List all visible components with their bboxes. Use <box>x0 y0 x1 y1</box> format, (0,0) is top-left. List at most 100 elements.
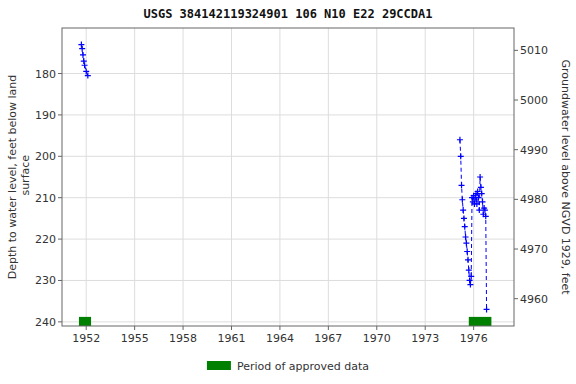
grid <box>62 28 514 326</box>
y2-tick <box>514 298 518 299</box>
x-tick <box>86 326 87 330</box>
y2-tick <box>514 100 518 101</box>
grid-line <box>62 239 514 240</box>
x-tick-label: 1970 <box>363 332 391 345</box>
y-tick <box>58 239 62 240</box>
x-tick-label: 1964 <box>266 332 294 345</box>
grid-line <box>473 28 474 326</box>
axes: 1952 1955 1958 1961 1964 1967 1970 1973 1976 180 1… <box>35 44 548 345</box>
y2-tick <box>514 149 518 150</box>
y2-axis-label: Groundwater level above NGVD 1929, feet <box>559 59 572 295</box>
grid-line <box>62 73 514 74</box>
marker <box>80 52 86 58</box>
y2-tick <box>514 50 518 51</box>
grid-line <box>376 28 377 326</box>
y-tick-label: 210 <box>35 192 56 205</box>
y2-tick <box>514 249 518 250</box>
marker <box>482 207 488 213</box>
data <box>78 42 491 326</box>
marker <box>463 234 469 240</box>
marker <box>463 240 469 246</box>
marker <box>457 137 463 143</box>
x-tick-label: 1961 <box>218 332 246 345</box>
marker <box>479 191 485 197</box>
marker <box>82 62 88 68</box>
marker <box>85 73 91 79</box>
x-tick <box>183 326 184 330</box>
plot-frame <box>62 28 514 326</box>
y-axis-label-line: surface <box>19 155 32 199</box>
marker <box>81 58 87 64</box>
y-tick <box>58 156 62 157</box>
grid-line <box>62 197 514 198</box>
x-tick <box>231 326 232 330</box>
grid-line <box>279 28 280 326</box>
y2-tick <box>514 199 518 200</box>
grid-line <box>62 321 514 322</box>
marker <box>461 215 467 221</box>
grid-line <box>62 114 514 115</box>
period-bar <box>79 317 91 326</box>
grid-line <box>328 28 329 326</box>
plot-area <box>62 28 514 326</box>
grid-line <box>134 28 135 326</box>
grid-line <box>183 28 184 326</box>
x-tick-label: 1952 <box>72 332 100 345</box>
marker <box>468 273 474 279</box>
marker <box>464 249 470 255</box>
marker <box>466 267 472 273</box>
marker <box>484 306 490 312</box>
marker <box>462 224 468 230</box>
x-tick <box>376 326 377 330</box>
x-tick-label: 1973 <box>411 332 439 345</box>
grid-line <box>62 156 514 157</box>
x-tick-label: 1967 <box>314 332 342 345</box>
legend-swatch <box>207 361 231 370</box>
marker <box>483 213 489 219</box>
y-axis-label-line: Depth to water level, feet below land <box>6 75 19 280</box>
y2-tick-label: 5010 <box>520 44 548 57</box>
y2-tick-label: 4960 <box>520 293 548 306</box>
marker <box>467 282 473 288</box>
marker <box>79 46 85 52</box>
x-tick <box>328 326 329 330</box>
y-tick <box>58 321 62 322</box>
marker <box>474 201 480 207</box>
x-tick <box>134 326 135 330</box>
marker <box>459 197 465 203</box>
grid-line <box>231 28 232 326</box>
legend: Period of approved data <box>207 360 369 373</box>
x-tick-label: 1958 <box>169 332 197 345</box>
y-tick-label: 220 <box>35 233 56 246</box>
series-line <box>460 140 487 310</box>
marker <box>477 174 483 180</box>
x-tick-label: 1976 <box>460 332 488 345</box>
y2-tick-label: 4970 <box>520 243 548 256</box>
x-tick <box>279 326 280 330</box>
marker <box>475 195 481 201</box>
x-tick-label: 1955 <box>121 332 149 345</box>
marker <box>459 182 465 188</box>
grid-line <box>425 28 426 326</box>
marker <box>478 184 484 190</box>
y-tick-label: 180 <box>35 68 56 81</box>
marker <box>78 42 84 48</box>
x-tick <box>473 326 474 330</box>
y2-tick-label: 4980 <box>520 193 548 206</box>
marker <box>465 257 471 263</box>
y-tick-label: 240 <box>35 316 56 329</box>
marker <box>480 199 486 205</box>
grid-line <box>62 280 514 281</box>
marker <box>460 207 466 213</box>
y-tick-label: 190 <box>35 109 56 122</box>
y-axis-label: Depth to water level, feet below land su… <box>6 75 32 280</box>
y-tick <box>58 280 62 281</box>
period-bar <box>469 317 492 326</box>
y2-tick-label: 5000 <box>520 94 548 107</box>
chart: 1952 1955 1958 1961 1964 1967 1970 1973 1976 180 1… <box>0 0 576 384</box>
y2-tick-label: 4990 <box>520 144 548 157</box>
y-tick <box>58 114 62 115</box>
marker <box>458 153 464 159</box>
x-tick <box>425 326 426 330</box>
y-tick <box>58 197 62 198</box>
